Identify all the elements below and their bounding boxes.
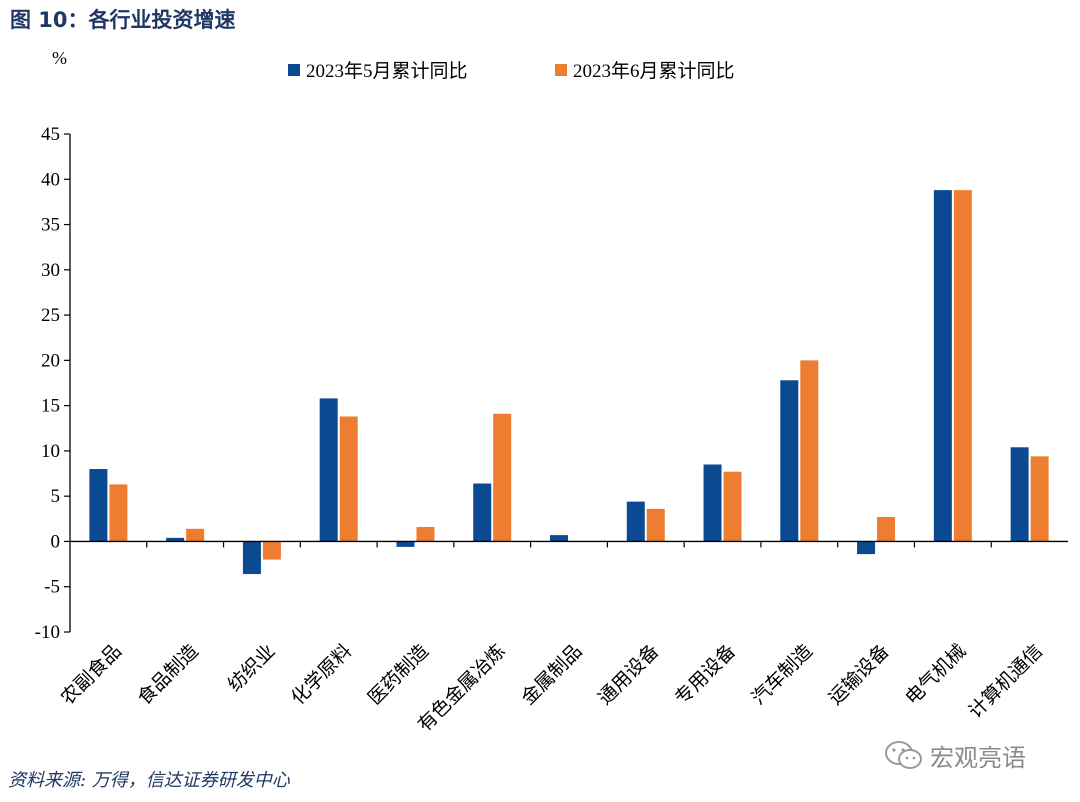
bar-june-0 <box>109 484 128 542</box>
bar-june-1 <box>186 528 205 542</box>
bar-june-3 <box>339 416 358 542</box>
x-category-label: 医药制造 <box>364 640 433 709</box>
legend-label-may: 2023年5月累计同比 <box>306 60 468 82</box>
y-tick-label: 10 <box>41 441 60 462</box>
y-tick-label: -5 <box>44 577 60 598</box>
bar-june-12 <box>1030 456 1049 542</box>
x-category-label: 金属制品 <box>517 640 586 709</box>
bar-june-4 <box>416 526 435 542</box>
x-category-label: 农副食品 <box>57 640 126 709</box>
bar-may-11 <box>933 190 952 542</box>
y-tick-label: 20 <box>41 350 60 371</box>
x-category-label: 化学原料 <box>287 640 356 709</box>
bar-may-2 <box>242 541 261 575</box>
y-tick-label: 25 <box>41 305 60 326</box>
y-tick-label: 40 <box>41 169 60 190</box>
y-axis: -10 -5 0 5 10 15 20 25 30 35 40 45 <box>35 124 71 643</box>
legend-label-june: 2023年6月累计同比 <box>573 60 735 82</box>
x-category-label: 运输设备 <box>824 640 893 709</box>
legend-swatch-june <box>555 64 567 76</box>
watermark: 宏观亮语 <box>884 738 1026 773</box>
bar-may-10 <box>857 541 876 555</box>
bar-june-5 <box>493 413 512 542</box>
bars-group <box>89 190 1049 575</box>
y-unit-label: % <box>52 48 67 68</box>
x-category-label: 电气机械 <box>901 640 970 709</box>
bar-june-7 <box>646 508 665 542</box>
wechat-icon <box>885 740 922 769</box>
bar-may-8 <box>703 464 722 542</box>
y-tick-label: 15 <box>41 396 60 417</box>
x-category-label: 专用设备 <box>671 640 740 709</box>
legend-swatch-may <box>288 64 300 76</box>
y-tick-label: 35 <box>41 215 60 236</box>
bar-may-9 <box>780 380 799 542</box>
bar-june-11 <box>953 190 972 542</box>
figure-title: 图 10：各行业投资增速 <box>10 8 236 32</box>
legend: 2023年5月累计同比 2023年6月累计同比 <box>288 60 735 82</box>
bar-may-12 <box>1010 447 1029 542</box>
source-note: 资料来源: 万得，信达证券研发中心 <box>8 770 290 791</box>
y-tick-label: 5 <box>51 486 61 507</box>
bar-may-6 <box>550 535 568 542</box>
bar-chart: % 2023年5月累计同比 2023年6月累计同比 -10-5051015202… <box>35 48 1068 736</box>
x-category-label: 计算机通信 <box>964 640 1047 723</box>
x-category-label: 食品制造 <box>133 640 202 709</box>
bar-may-4 <box>396 541 415 547</box>
x-category-label: 纺织业 <box>224 640 280 696</box>
bar-june-2 <box>262 541 281 560</box>
bar-may-7 <box>626 501 645 542</box>
bar-may-5 <box>473 483 492 542</box>
y-tick-label: 30 <box>41 260 60 281</box>
y-tick-label: 45 <box>41 124 60 145</box>
bar-june-10 <box>877 517 896 542</box>
bar-june-9 <box>800 360 819 542</box>
bar-june-8 <box>723 471 742 542</box>
watermark-text: 宏观亮语 <box>930 744 1026 772</box>
y-tick-label: 0 <box>51 531 61 552</box>
x-category-label: 通用设备 <box>594 640 663 709</box>
bar-may-3 <box>319 398 338 542</box>
x-category-label: 汽车制造 <box>748 640 817 709</box>
y-tick-label: -10 <box>35 622 60 643</box>
bar-may-0 <box>89 469 108 542</box>
bar-may-1 <box>166 537 185 542</box>
